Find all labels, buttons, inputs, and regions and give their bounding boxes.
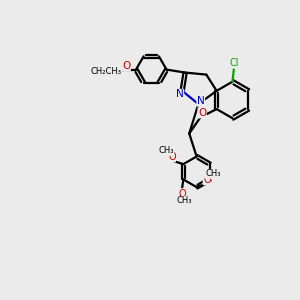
Text: O: O <box>168 152 176 162</box>
Text: O: O <box>122 61 130 71</box>
Text: CH₂CH₃: CH₂CH₃ <box>91 67 122 76</box>
Text: Cl: Cl <box>229 58 239 68</box>
Text: O: O <box>203 175 211 185</box>
Text: O: O <box>178 189 186 199</box>
Text: CH₃: CH₃ <box>176 196 192 206</box>
Text: CH₃: CH₃ <box>205 169 220 178</box>
Text: O: O <box>198 108 206 118</box>
Text: N: N <box>197 96 205 106</box>
Text: CH₃: CH₃ <box>158 146 174 155</box>
Text: N: N <box>176 89 184 99</box>
